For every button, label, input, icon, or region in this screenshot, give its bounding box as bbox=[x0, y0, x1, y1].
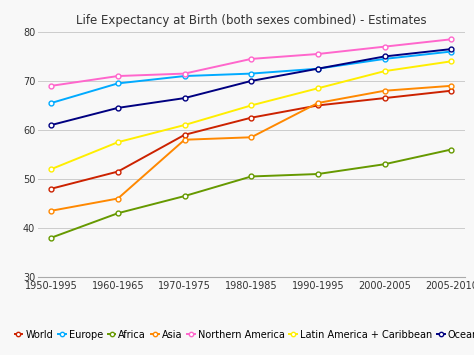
Latin America + Caribbean bbox=[182, 123, 187, 127]
Africa bbox=[382, 162, 387, 166]
World bbox=[48, 187, 54, 191]
Latin America + Caribbean bbox=[315, 86, 321, 91]
Europe bbox=[315, 66, 321, 71]
Oceania bbox=[182, 96, 187, 100]
Line: Latin America + Caribbean: Latin America + Caribbean bbox=[49, 59, 454, 171]
Europe bbox=[48, 101, 54, 105]
Oceania bbox=[382, 54, 387, 59]
Latin America + Caribbean bbox=[448, 59, 454, 64]
Line: Europe: Europe bbox=[49, 49, 454, 105]
Northern America bbox=[248, 57, 254, 61]
Title: Life Expectancy at Birth (both sexes combined) - Estimates: Life Expectancy at Birth (both sexes com… bbox=[76, 13, 427, 27]
World bbox=[315, 103, 321, 108]
Africa bbox=[315, 172, 321, 176]
Africa bbox=[48, 236, 54, 240]
Europe bbox=[115, 81, 121, 86]
Latin America + Caribbean bbox=[115, 140, 121, 144]
Latin America + Caribbean bbox=[382, 69, 387, 73]
Line: Africa: Africa bbox=[49, 147, 454, 240]
Northern America bbox=[115, 74, 121, 78]
Northern America bbox=[315, 52, 321, 56]
Europe bbox=[382, 57, 387, 61]
Asia bbox=[382, 89, 387, 93]
Asia bbox=[248, 135, 254, 140]
Africa bbox=[182, 194, 187, 198]
Latin America + Caribbean bbox=[48, 167, 54, 171]
Legend: World, Europe, Africa, Asia, Northern America, Latin America + Caribbean, Oceani: World, Europe, Africa, Asia, Northern Am… bbox=[10, 326, 474, 344]
Oceania bbox=[48, 123, 54, 127]
Northern America bbox=[382, 44, 387, 49]
Asia bbox=[448, 84, 454, 88]
Europe bbox=[448, 49, 454, 54]
World bbox=[448, 89, 454, 93]
Line: World: World bbox=[49, 88, 454, 191]
Asia bbox=[115, 196, 121, 201]
World bbox=[182, 133, 187, 137]
Line: Asia: Asia bbox=[49, 83, 454, 213]
Asia bbox=[315, 101, 321, 105]
World bbox=[382, 96, 387, 100]
World bbox=[115, 169, 121, 174]
Oceania bbox=[115, 106, 121, 110]
Line: Oceania: Oceania bbox=[49, 47, 454, 127]
Oceania bbox=[448, 47, 454, 51]
Oceania bbox=[248, 79, 254, 83]
Asia bbox=[182, 138, 187, 142]
Northern America bbox=[48, 84, 54, 88]
Europe bbox=[248, 71, 254, 76]
Africa bbox=[448, 147, 454, 152]
Northern America bbox=[448, 37, 454, 42]
Oceania bbox=[315, 66, 321, 71]
Africa bbox=[115, 211, 121, 215]
Asia bbox=[48, 209, 54, 213]
Northern America bbox=[182, 71, 187, 76]
Line: Northern America: Northern America bbox=[49, 37, 454, 88]
Africa bbox=[248, 174, 254, 179]
World bbox=[248, 116, 254, 120]
Latin America + Caribbean bbox=[248, 103, 254, 108]
Europe bbox=[182, 74, 187, 78]
